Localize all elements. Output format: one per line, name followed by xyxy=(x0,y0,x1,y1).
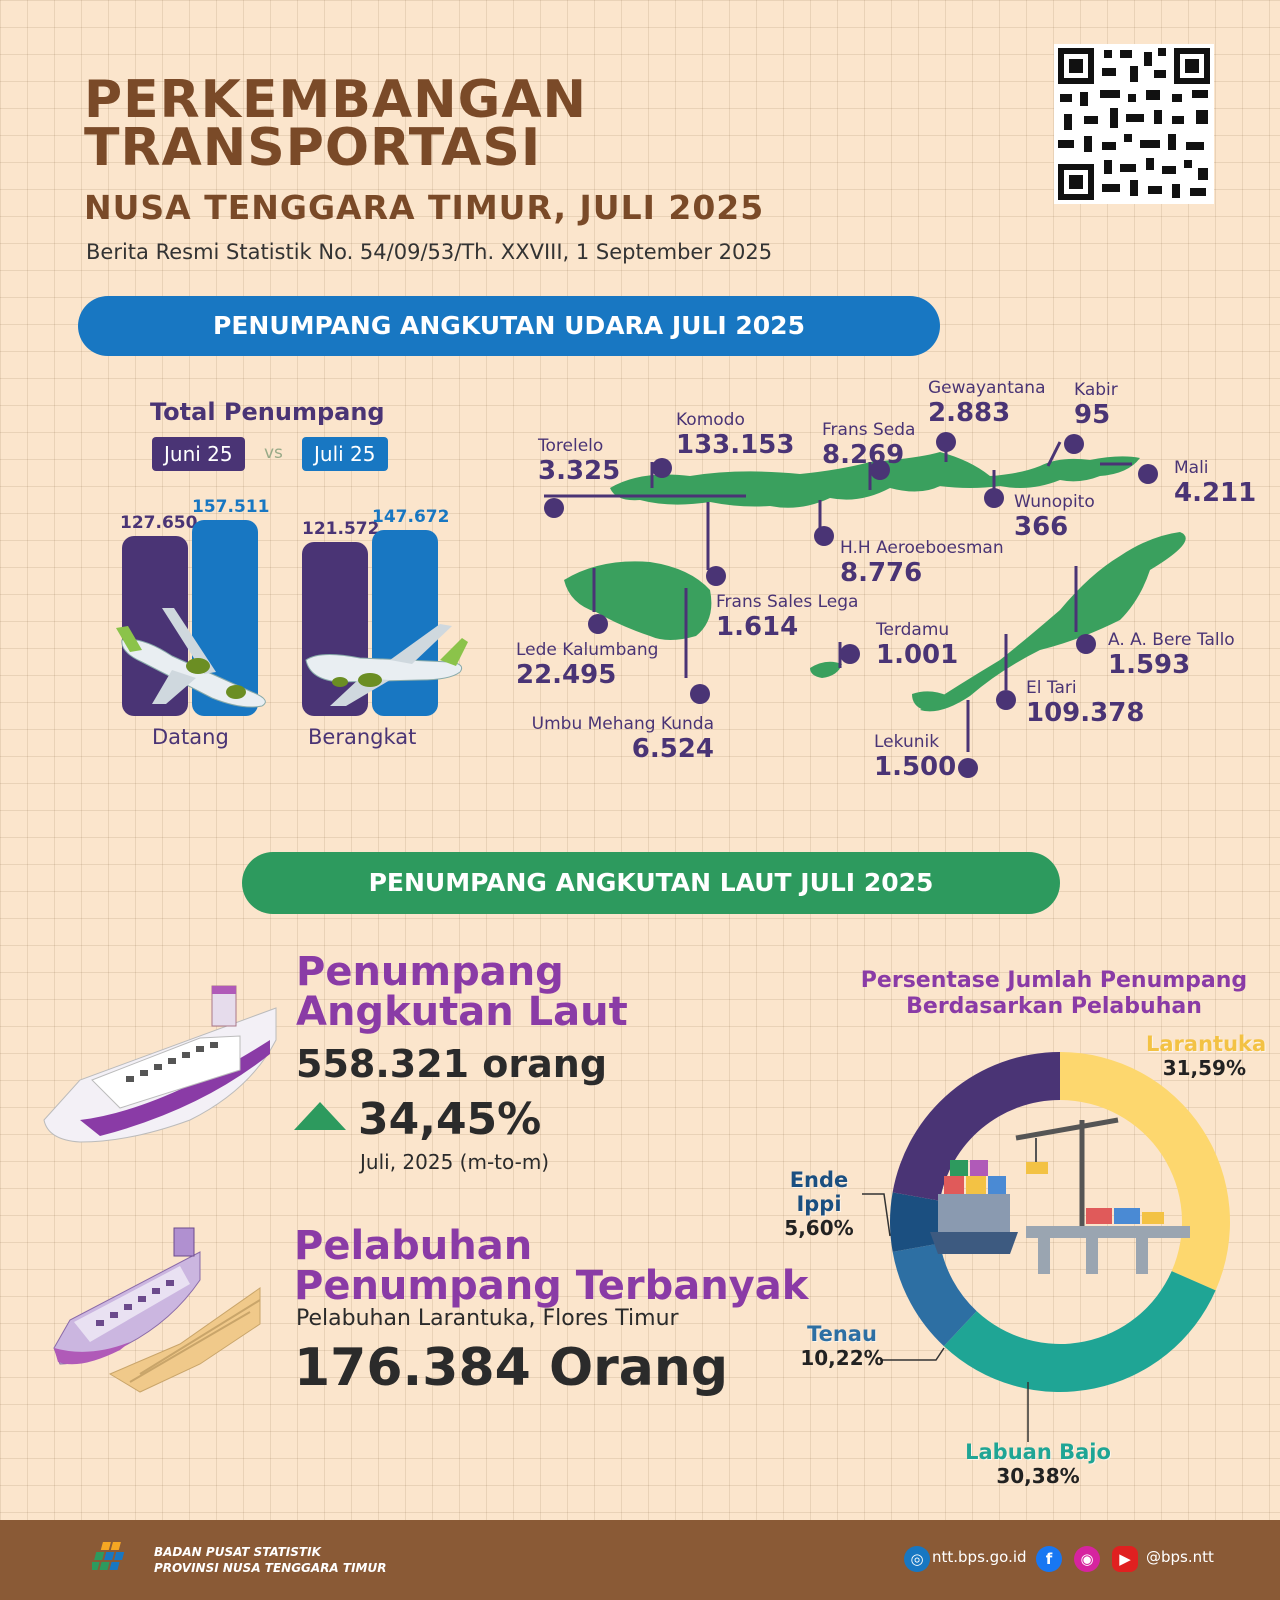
donut-slice-ende-ippi xyxy=(890,1192,940,1252)
cruise-ship-icon xyxy=(43,985,277,1143)
globe-icon[interactable]: ◎ xyxy=(904,1546,930,1572)
airport-mali: Mali 4.211 xyxy=(1174,458,1257,508)
release-info: Berita Resmi Statistik No. 54/09/53/Th. … xyxy=(86,240,773,264)
growth-up-arrow-icon xyxy=(294,1102,346,1130)
sea-section-banner: PENUMPANG ANGKUTAN LAUT JULI 2025 xyxy=(242,852,1060,914)
pin-torelelo[interactable] xyxy=(544,498,564,518)
pin-terdamu[interactable] xyxy=(840,644,860,664)
port-share-donut-chart xyxy=(890,1052,1230,1392)
donut-slice-tenau xyxy=(892,1243,977,1347)
airport-umbu-mehang-kunda: Umbu Mehang Kunda 6.524 xyxy=(531,714,714,764)
air-section-banner: PENUMPANG ANGKUTAN UDARA JULI 2025 xyxy=(78,296,940,356)
datang-jun-value: 127.650 xyxy=(120,513,198,533)
airport-wunopito: Wunopito 366 xyxy=(1014,492,1095,542)
airport-terdamu: Terdamu 1.001 xyxy=(876,620,959,670)
pin-komodo[interactable] xyxy=(652,458,672,478)
bps-org-name: BADAN PUSAT STATISTIK PROVINSI NUSA TENG… xyxy=(154,1545,387,1575)
pin-bere-tallo[interactable] xyxy=(1076,634,1096,654)
legend-june: Juni 25 xyxy=(152,437,245,471)
datang-jul-value: 157.511 xyxy=(192,497,270,517)
top-port-value: 176.384 Orang xyxy=(294,1338,729,1398)
pin-wunopito[interactable] xyxy=(984,488,1004,508)
airport-bere-tallo: A. A. Bere Tallo 1.593 xyxy=(1108,630,1235,680)
datang-label: Datang xyxy=(152,725,229,749)
donut-chart-title: Persentase Jumlah Penumpang Berdasarkan … xyxy=(860,968,1248,1019)
sea-passenger-total: 558.321 orang xyxy=(296,1042,608,1086)
berangkat-jun-value: 121.572 xyxy=(302,519,380,539)
qr-code-icon[interactable] xyxy=(1054,44,1214,204)
airport-torelelo: Torelelo 3.325 xyxy=(538,436,621,486)
website-link[interactable]: ntt.bps.go.id xyxy=(932,1548,1027,1566)
rote-island xyxy=(912,691,948,710)
legend-july: Juli 25 xyxy=(302,437,388,471)
airport-lekunik: Lekunik 1.500 xyxy=(874,732,957,782)
flores-island xyxy=(610,452,1140,508)
pin-mali[interactable] xyxy=(1138,464,1158,484)
airplane-departure-icon xyxy=(305,624,468,706)
top-port-name: Pelabuhan Larantuka, Flores Timur xyxy=(296,1306,679,1331)
harbor-crane-icon xyxy=(930,1117,1190,1274)
timor-island xyxy=(920,532,1186,712)
airport-kabir: Kabir 95 xyxy=(1074,380,1118,430)
label-ende-ippi: Ende Ippi 5,60% xyxy=(784,1168,854,1240)
label-tenau: Tenau 10,22% xyxy=(800,1322,884,1370)
airport-el-tari: El Tari 109.378 xyxy=(1026,678,1145,728)
instagram-icon[interactable]: ◉ xyxy=(1074,1546,1100,1572)
facebook-icon[interactable]: f xyxy=(1036,1546,1062,1572)
airport-komodo: Komodo 133.153 xyxy=(676,410,795,460)
page-title: PERKEMBANGAN TRANSPORTASI xyxy=(84,70,588,178)
airport-gewayantana: Gewayantana 2.883 xyxy=(928,378,1046,428)
pin-frans-seda[interactable] xyxy=(870,460,890,480)
top-port-heading: Pelabuhan Penumpang Terbanyak xyxy=(294,1223,809,1309)
pin-lekunik[interactable] xyxy=(958,758,978,778)
pin-gewayantana[interactable] xyxy=(936,432,956,452)
airport-lede-kalumbang: Lede Kalumbang 22.495 xyxy=(516,640,659,690)
youtube-icon[interactable]: ▶ xyxy=(1112,1546,1138,1572)
pin-el-tari[interactable] xyxy=(996,690,1016,710)
donut-leader-lines xyxy=(862,1193,1029,1442)
donut-slice-other xyxy=(892,1052,1060,1201)
pin-lede-kalumbang[interactable] xyxy=(588,614,608,634)
footer: BADAN PUSAT STATISTIK PROVINSI NUSA TENG… xyxy=(0,1520,1280,1600)
ferry-harbor-icon xyxy=(53,1227,261,1393)
berangkat-label: Berangkat xyxy=(308,725,417,749)
sabu-island xyxy=(810,661,842,678)
berangkat-jul-bar xyxy=(372,530,438,716)
legend-vs: vs xyxy=(264,443,283,463)
pin-umbu-mehang-kunda[interactable] xyxy=(690,684,710,704)
airport-hh-aeroeboesman: H.H Aeroeboesman 8.776 xyxy=(840,538,1004,588)
title-line-1: PERKEMBANGAN xyxy=(84,70,588,130)
airplane-arrival-icon xyxy=(116,608,266,708)
pin-hh-aeroeboesman[interactable] xyxy=(814,526,834,546)
region-title: NUSA TENGGARA TIMUR, JULI 2025 xyxy=(84,188,765,227)
sea-passenger-heading: Penumpang Angkutan Laut xyxy=(296,949,628,1035)
title-line-2: TRANSPORTASI xyxy=(84,118,542,178)
airport-frans-seda: Frans Seda 8.269 xyxy=(822,420,916,470)
label-labuan-bajo: Labuan Bajo 30,38% xyxy=(965,1440,1111,1488)
donut-slice-labuan-bajo xyxy=(943,1271,1216,1392)
ntt-map xyxy=(544,441,1186,752)
sumba-island xyxy=(564,561,712,640)
total-passenger-title: Total Penumpang xyxy=(150,398,385,426)
berangkat-jul-value: 147.672 xyxy=(372,507,450,527)
sea-growth-note: Juli, 2025 (m-to-m) xyxy=(360,1150,550,1174)
label-larantuka: Larantuka 31,59% xyxy=(1146,1032,1267,1080)
pin-kabir[interactable] xyxy=(1064,434,1084,454)
bps-logo-icon xyxy=(92,1542,125,1570)
social-handle[interactable]: @bps.ntt xyxy=(1146,1548,1214,1566)
pin-frans-sales-lega[interactable] xyxy=(706,566,726,586)
sea-growth-value: 34,45% xyxy=(358,1094,542,1145)
airport-frans-sales-lega: Frans Sales Lega 1.614 xyxy=(716,592,859,642)
